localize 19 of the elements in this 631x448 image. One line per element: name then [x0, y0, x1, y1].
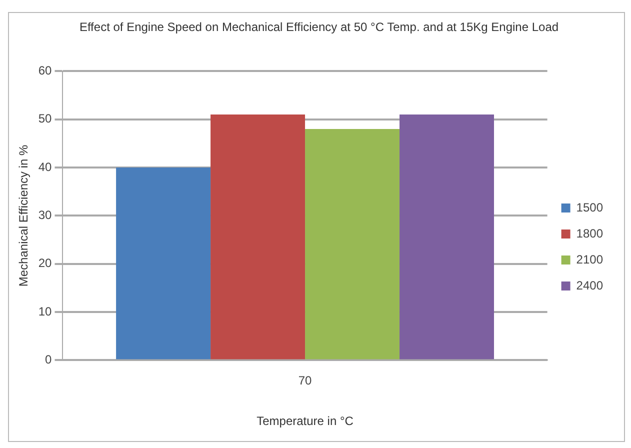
x-tick-label: 70: [298, 374, 312, 388]
y-tick-label: 20: [38, 256, 52, 270]
chart-title: Effect of Engine Speed on Mechanical Efficiency at 50 °C Temp. and at 15Kg Engine Load: [78, 19, 560, 36]
legend-label: 2100: [576, 252, 604, 266]
x-axis-title: Temperature in °C: [256, 414, 354, 428]
legend-label: 1800: [576, 226, 604, 240]
legend-label: 2400: [576, 278, 604, 292]
y-tick-label: 60: [38, 64, 52, 78]
y-tick-label: 0: [45, 352, 52, 367]
y-tick-label: 40: [38, 160, 52, 174]
y-axis-title: Mechanical Efficiency in %: [16, 144, 31, 287]
bar: [210, 114, 306, 360]
y-tick-label: 10: [38, 304, 52, 318]
legend-label: 1500: [576, 200, 604, 214]
y-tick-label: 30: [38, 208, 52, 222]
y-tick-label: 50: [38, 112, 52, 126]
bar: [116, 168, 211, 360]
bar: [400, 114, 494, 360]
bar: [305, 129, 400, 360]
